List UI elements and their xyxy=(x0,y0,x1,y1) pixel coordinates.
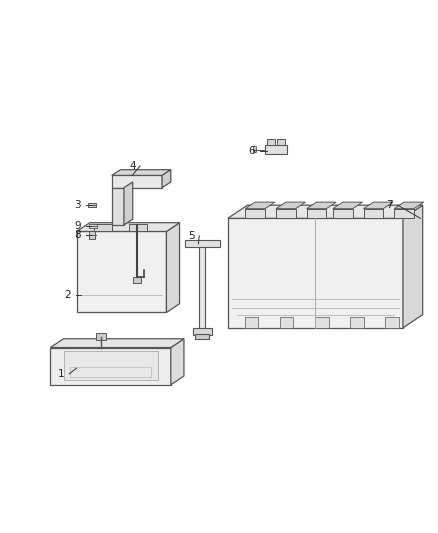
Polygon shape xyxy=(333,202,362,209)
Polygon shape xyxy=(77,223,180,231)
Polygon shape xyxy=(166,223,180,312)
Text: 4: 4 xyxy=(129,161,136,171)
Bar xyxy=(385,317,399,328)
Polygon shape xyxy=(50,339,184,348)
Bar xyxy=(70,367,151,377)
Polygon shape xyxy=(228,205,423,219)
Polygon shape xyxy=(77,231,166,312)
Bar xyxy=(245,317,258,328)
Bar xyxy=(133,278,141,282)
Polygon shape xyxy=(333,209,353,219)
Polygon shape xyxy=(171,339,184,385)
Bar xyxy=(193,328,212,335)
Bar xyxy=(185,240,220,247)
Text: 7: 7 xyxy=(386,200,393,210)
Polygon shape xyxy=(364,202,393,209)
Polygon shape xyxy=(228,219,403,328)
Polygon shape xyxy=(245,209,265,219)
Bar xyxy=(277,139,285,145)
Polygon shape xyxy=(94,223,112,231)
Polygon shape xyxy=(162,169,171,188)
Bar xyxy=(315,317,328,328)
Polygon shape xyxy=(276,202,305,209)
Polygon shape xyxy=(50,348,171,385)
Polygon shape xyxy=(307,209,326,219)
Polygon shape xyxy=(112,169,171,175)
Bar xyxy=(64,351,158,379)
Text: 3: 3 xyxy=(74,200,81,210)
Polygon shape xyxy=(112,188,124,225)
Text: 1: 1 xyxy=(58,369,65,379)
Polygon shape xyxy=(245,202,275,209)
Bar xyxy=(280,317,293,328)
Polygon shape xyxy=(307,202,336,209)
Polygon shape xyxy=(403,205,423,328)
Bar xyxy=(95,333,106,340)
Bar xyxy=(89,231,95,239)
Bar xyxy=(253,147,256,152)
Polygon shape xyxy=(129,223,147,231)
Polygon shape xyxy=(276,209,296,219)
Polygon shape xyxy=(112,175,162,188)
Bar xyxy=(199,247,205,330)
Bar xyxy=(350,317,364,328)
Bar xyxy=(195,334,209,339)
Text: 8: 8 xyxy=(74,230,81,240)
Bar xyxy=(89,224,97,228)
Bar xyxy=(267,139,275,145)
Polygon shape xyxy=(124,182,133,225)
Polygon shape xyxy=(364,209,383,219)
Text: 9: 9 xyxy=(74,221,81,231)
Bar xyxy=(88,203,96,207)
Bar xyxy=(265,145,287,155)
Text: 2: 2 xyxy=(64,290,71,300)
Text: 5: 5 xyxy=(188,231,195,241)
Polygon shape xyxy=(394,202,424,209)
Polygon shape xyxy=(394,209,414,219)
Text: 6: 6 xyxy=(248,146,255,156)
